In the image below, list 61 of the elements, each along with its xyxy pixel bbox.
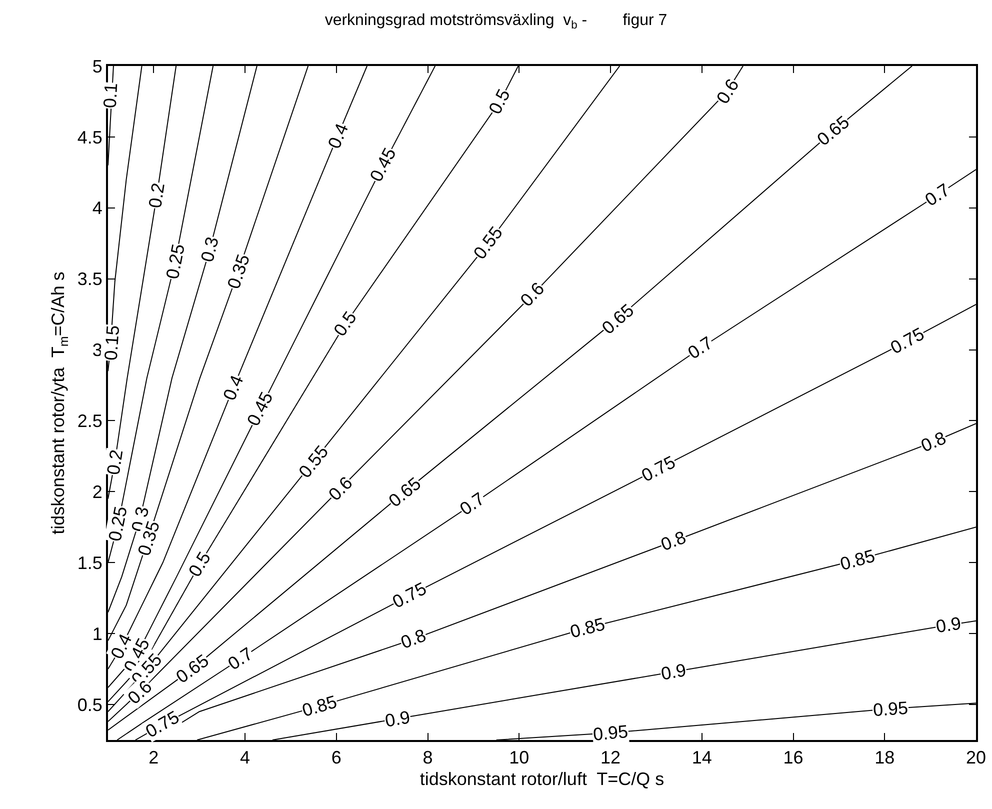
annotation: 0.75	[887, 324, 928, 358]
annotation: 0.4	[219, 372, 248, 404]
annotation: 0.85	[568, 614, 607, 642]
y-tick-label: 2.5	[77, 411, 102, 432]
y-tick-label: 3	[92, 340, 102, 360]
annotation: 0.1	[100, 82, 122, 109]
x-tick-label: 8	[422, 748, 433, 768]
annotation: 0.45	[366, 144, 400, 185]
x-tick-label: 14	[692, 748, 712, 768]
annotation: 0.6	[324, 472, 356, 505]
annotation: 0.25	[162, 242, 189, 281]
x-tick-label: 18	[874, 748, 895, 768]
annotation: 0.65	[813, 112, 854, 150]
x-tick-label: 16	[783, 748, 804, 768]
annotation: 0.85	[300, 692, 340, 721]
annotation: 0.9	[384, 706, 412, 731]
annotation: 0.5	[484, 86, 514, 118]
x-tick-label: 10	[509, 748, 530, 768]
annotation: 0.6	[712, 75, 743, 108]
y-tick-label: 4.5	[77, 127, 102, 148]
x-tick-label: 2	[148, 748, 159, 768]
annotation: 0.9	[660, 660, 688, 684]
annotation: 0.75	[389, 578, 430, 612]
annotation: 0.9	[934, 613, 962, 637]
chart-title: verkningsgrad motströmsväxling v$_{b}$ - figur 7	[324, 12, 668, 32]
y-tick-label: 1.5	[77, 552, 102, 573]
annotation: 0.35	[223, 252, 254, 292]
x-tick-label: 20	[966, 748, 986, 768]
x-axis-title: tidskonstant rotor/luft T=C/Q s	[420, 769, 664, 790]
y-tick-label: 2	[92, 482, 102, 502]
y-tick-label: 3.5	[77, 269, 102, 290]
y-tick-label: 4	[92, 198, 102, 218]
x-tick-label: 6	[331, 748, 342, 768]
y-tick-label: 5	[92, 56, 102, 76]
annotation: 0.75	[638, 452, 679, 486]
annotation: 0.7	[456, 488, 488, 520]
annotation: 0.3	[196, 234, 223, 264]
annotation: 0.2	[103, 448, 127, 476]
annotation: 0.8	[398, 625, 429, 653]
annotation: 0.4	[324, 120, 352, 152]
x-tick-label: 4	[240, 748, 250, 768]
annotation: 0.15	[100, 324, 124, 361]
annotation: 0.2	[144, 182, 168, 210]
annotation: 0.85	[838, 546, 878, 574]
annotation: 0.7	[921, 180, 954, 210]
x-tick-label: 12	[600, 748, 621, 768]
annotation: 0.45	[243, 388, 277, 430]
y-tick-label: 1	[92, 624, 102, 644]
annotation: 0.75	[142, 706, 183, 742]
annotation: 0.65	[384, 473, 425, 512]
annotation: 0.5	[330, 308, 360, 340]
annotation: 0.5	[184, 548, 215, 580]
annotation: 0.7	[684, 332, 716, 364]
annotation: 0.65	[172, 650, 212, 688]
annotation: 0.8	[658, 527, 689, 555]
annotation: 0.65	[598, 300, 638, 338]
annotation: 0.8	[918, 428, 949, 456]
annotation: 0.7	[224, 644, 256, 674]
annotation: 0.6	[516, 278, 548, 310]
annotation: 0.95	[872, 698, 909, 720]
y-tick-label: 0.5	[77, 694, 102, 715]
